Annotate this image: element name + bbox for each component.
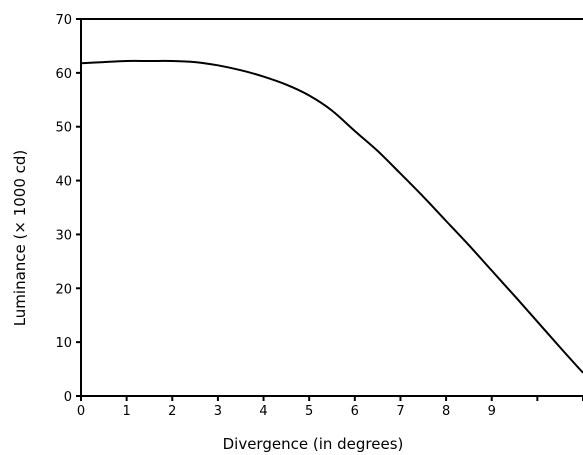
x-tick-label: 7 — [396, 404, 404, 419]
y-tick-label: 40 — [55, 175, 72, 190]
x-tick-label: 8 — [442, 404, 450, 419]
x-axis: 0 1 2 3 4 5 6 7 8 9 — [77, 396, 583, 419]
y-tick-label: 20 — [55, 282, 72, 297]
y-tick-label: 0 — [64, 390, 72, 405]
x-tick-label: 4 — [259, 404, 267, 419]
x-tick-label: 5 — [305, 404, 313, 419]
y-tick-label: 10 — [55, 336, 72, 351]
x-tick-label: 0 — [77, 404, 85, 419]
y-tick-label: 30 — [55, 228, 72, 243]
x-axis-title: Divergence (in degrees) — [223, 435, 404, 453]
y-tick-label: 50 — [55, 121, 72, 136]
y-axis-title: Luminance (× 1000 cd) — [11, 150, 29, 327]
x-tick-label: 1 — [122, 404, 130, 419]
y-tick-label: 70 — [55, 13, 72, 28]
x-tick-label: 6 — [351, 404, 359, 419]
x-tick-label: 2 — [168, 404, 176, 419]
luminance-curve — [80, 59, 583, 374]
x-tick-label: 9 — [488, 404, 496, 419]
y-tick-label: 60 — [55, 67, 72, 82]
y-axis: 0 10 20 30 40 50 60 70 — [55, 13, 81, 405]
plot-frame — [80, 18, 583, 397]
x-tick-label: 3 — [214, 404, 222, 419]
